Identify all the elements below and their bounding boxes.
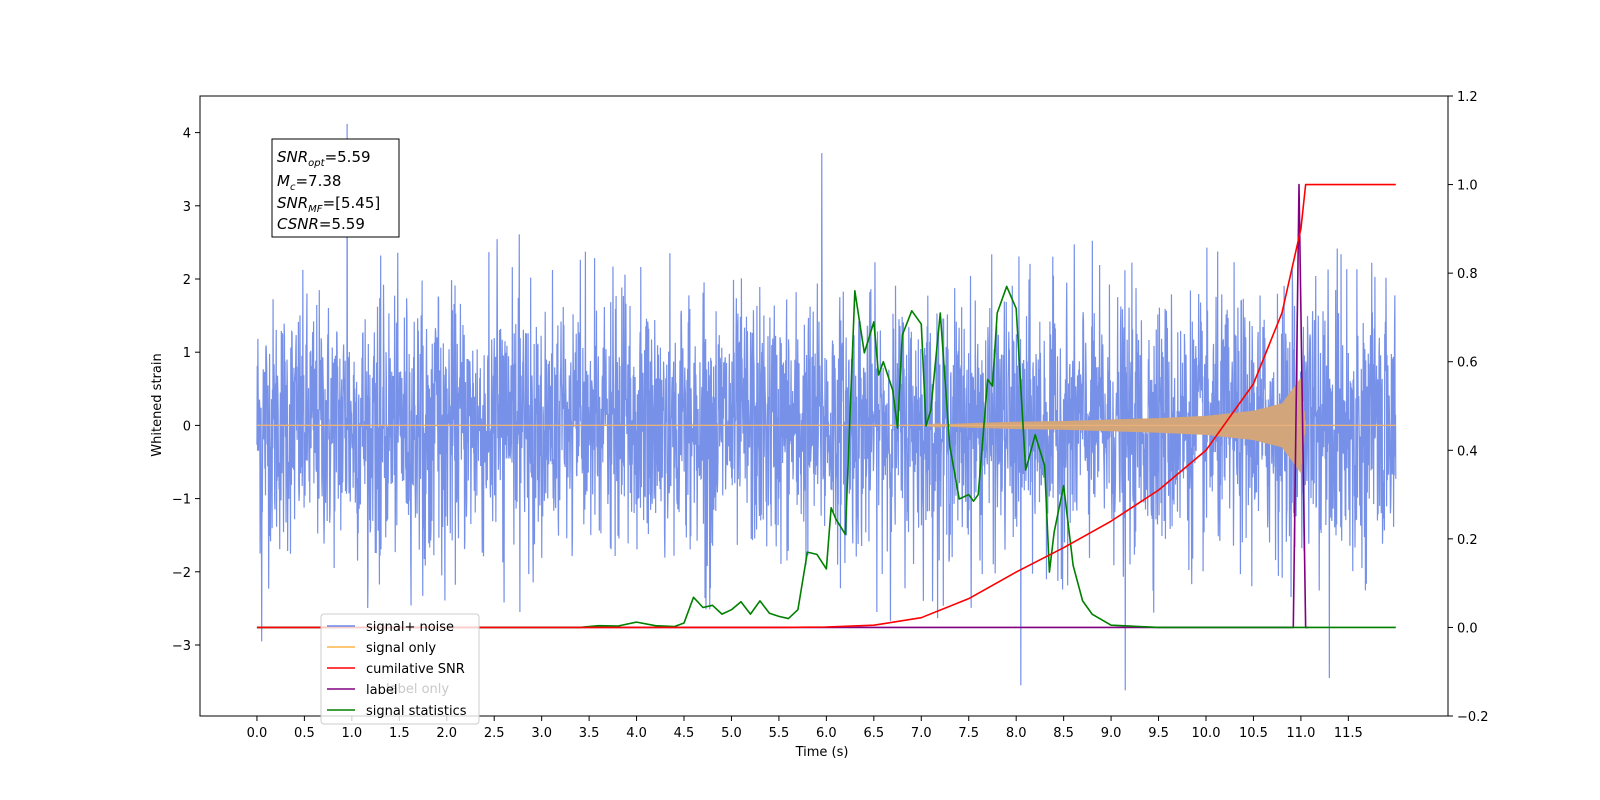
series-layer xyxy=(256,123,1397,691)
y-left-tick-label: −3 xyxy=(172,639,191,654)
x-axis-label: Time (s) xyxy=(795,745,849,760)
x-tick-label: 11.5 xyxy=(1334,726,1363,741)
info-box: SNRopt=5.59 Mc=7.38 SNRMF=[5.45] CSNR=5.… xyxy=(271,138,400,238)
x-tick-label: 11.0 xyxy=(1286,726,1315,741)
x-tick-label: 5.0 xyxy=(721,726,742,741)
y-axis-label: Whitened strain xyxy=(150,353,165,456)
legend-label: signal only xyxy=(366,641,436,656)
x-tick-label: 3.0 xyxy=(531,726,552,741)
y-right-tick-label: 0.8 xyxy=(1457,267,1478,282)
x-tick-label: 6.0 xyxy=(816,726,837,741)
y-left-tick-label: 1 xyxy=(183,346,191,361)
legend: label only signal+ noise signal only cumil… xyxy=(320,613,480,725)
x-tick-label: 7.5 xyxy=(958,726,979,741)
x-tick-label: 2.5 xyxy=(484,726,505,741)
y-left-tick-label: −1 xyxy=(172,493,191,508)
info-mc: Mc=7.38 xyxy=(277,172,341,193)
y-right-tick-label: 1.2 xyxy=(1457,90,1478,105)
series-cumulative-snr xyxy=(256,183,1396,629)
x-tick-label: 5.5 xyxy=(769,726,790,741)
info-csnr: CSNR=5.59 xyxy=(277,215,365,233)
y-right-tick-label: 0.6 xyxy=(1457,356,1478,371)
x-tick-label: 6.5 xyxy=(863,726,884,741)
x-tick-label: 4.0 xyxy=(626,726,647,741)
info-snr-mf: SNRMF=[5.45] xyxy=(277,194,380,215)
y-left-tick-label: 0 xyxy=(183,419,191,434)
x-tick-label: 7.0 xyxy=(911,726,932,741)
legend-hidden-text: label only xyxy=(386,682,449,697)
y-right-tick-label: 1.0 xyxy=(1457,179,1478,194)
y-right-tick-label: 0.4 xyxy=(1457,444,1478,459)
legend-label: signal+ noise xyxy=(366,620,454,635)
x-tick-label: 8.5 xyxy=(1053,726,1074,741)
x-tick-label: 9.0 xyxy=(1101,726,1122,741)
plot-area xyxy=(256,123,1397,691)
x-tick-label: 9.5 xyxy=(1148,726,1169,741)
x-tick-label: 1.5 xyxy=(389,726,410,741)
legend-label: signal statistics xyxy=(366,704,467,719)
legend-frame xyxy=(320,613,480,725)
x-tick-label: 10.0 xyxy=(1192,726,1221,741)
y-right-tick-label: −0.2 xyxy=(1457,710,1489,725)
x-tick-label: 1.0 xyxy=(342,726,363,741)
legend-label: label xyxy=(366,683,397,698)
x-tick-label: 8.0 xyxy=(1006,726,1027,741)
y-axis-left: 4 3 2 1 0 −1 −2 −3 xyxy=(172,127,200,654)
x-tick-label: 4.5 xyxy=(674,726,695,741)
y-right-tick-label: 0.2 xyxy=(1457,533,1478,548)
series-signal-noise xyxy=(256,123,1397,691)
x-tick-label: 2.0 xyxy=(436,726,457,741)
plot-frame xyxy=(199,95,1449,717)
y-left-tick-label: 3 xyxy=(183,200,191,215)
x-tick-label: 10.5 xyxy=(1239,726,1268,741)
y-left-tick-label: 4 xyxy=(183,127,191,142)
x-axis: 0.0 0.5 1.0 1.5 2.0 2.5 3.0 3.5 4.0 4.5 5.0 5.5 6.0 6… xyxy=(247,716,1363,741)
x-tick-label: 0.0 xyxy=(247,726,268,741)
series-signal-statistics xyxy=(256,285,1396,629)
x-tick-label: 0.5 xyxy=(294,726,315,741)
y-left-tick-label: 2 xyxy=(183,273,191,288)
info-box-frame xyxy=(271,138,400,238)
legend-label: cumilative SNR xyxy=(366,662,465,677)
y-axis-right: 1.2 1.0 0.8 0.6 0.4 0.2 0.0 −0.2 xyxy=(1448,90,1489,725)
x-tick-label: 3.5 xyxy=(579,726,600,741)
y-right-tick-label: 0.0 xyxy=(1457,621,1478,636)
y-left-tick-label: −2 xyxy=(172,566,191,581)
info-snr-opt: SNRopt=5.59 xyxy=(277,148,371,169)
legend-entries: signal+ noise signal only cumilative SNR la… xyxy=(327,620,467,719)
